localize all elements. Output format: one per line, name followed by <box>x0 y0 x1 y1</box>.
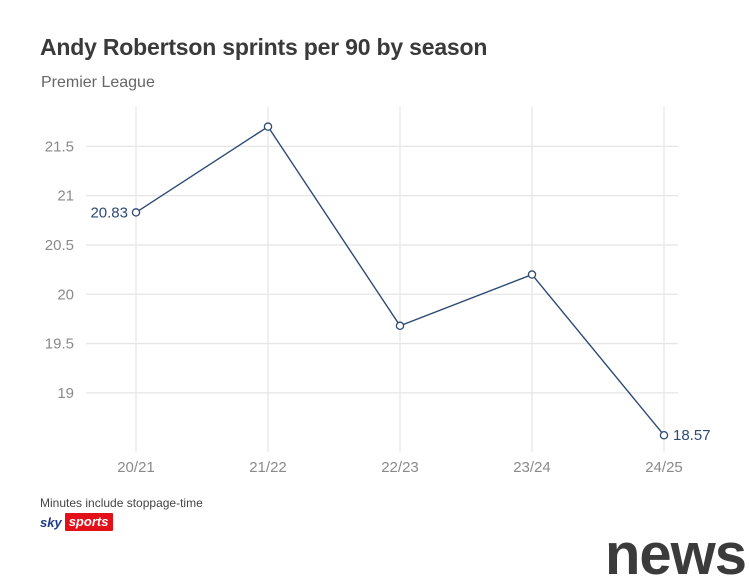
data-point <box>395 321 405 331</box>
news-watermark: news <box>604 522 747 587</box>
x-tick-label: 24/25 <box>645 459 683 476</box>
x-tick-label: 23/24 <box>513 459 551 476</box>
y-tick-label: 21.5 <box>45 138 74 155</box>
y-tick-label: 19.5 <box>45 336 74 353</box>
data-label: 20.83 <box>90 204 128 221</box>
x-tick-label: 20/21 <box>117 459 155 476</box>
data-label: 18.57 <box>673 427 711 444</box>
chart-title: Andy Robertson sprints per 90 by season <box>40 34 488 60</box>
data-point <box>527 270 537 279</box>
y-tick-label: 20 <box>57 286 74 303</box>
sky-sports-logo: sky sports <box>40 513 114 531</box>
y-tick-label: 21 <box>57 188 74 205</box>
x-tick-label: 21/22 <box>249 459 287 476</box>
chart-subtitle: Premier League <box>41 74 155 91</box>
brand-sports-text: sports <box>64 513 114 531</box>
y-tick-label: 20.5 <box>45 237 74 254</box>
x-tick-label: 22/23 <box>381 459 419 476</box>
data-point <box>263 122 273 131</box>
brand-sky-text: sky <box>40 514 62 530</box>
data-point <box>659 430 669 440</box>
data-point <box>131 208 141 217</box>
y-tick-label: 19 <box>57 385 74 402</box>
footnote: Minutes include stoppage-time <box>40 496 203 510</box>
